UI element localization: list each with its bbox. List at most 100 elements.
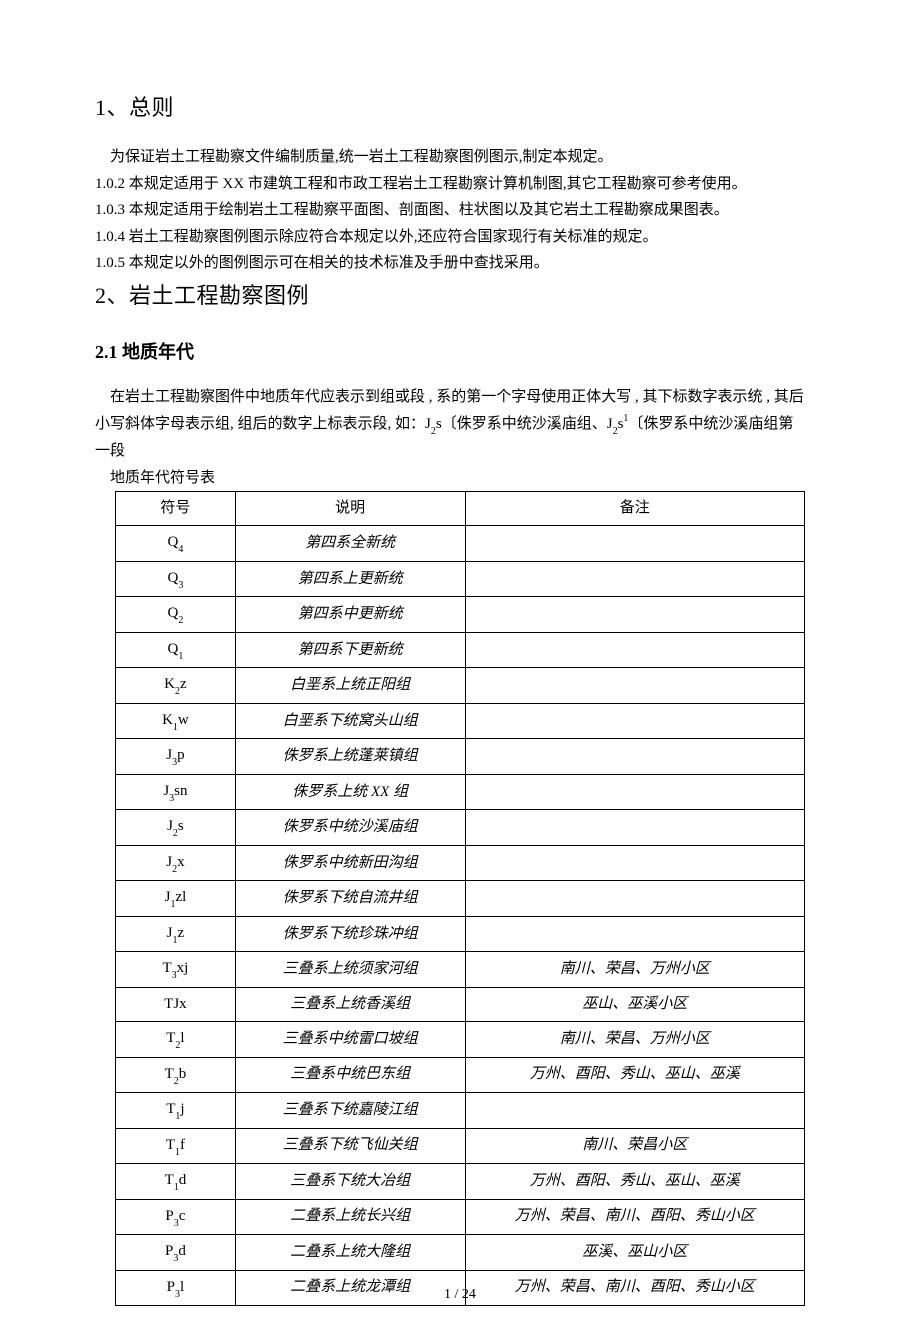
table-cell-note: 万州、酉阳、秀山、巫山、巫溪 [465, 1164, 805, 1200]
table-cell-note: 南川、荣昌、万州小区 [465, 1022, 805, 1058]
table-row: K1w白垩系下统窝头山组 [116, 703, 805, 739]
table-cell-desc: 侏罗系下统珍珠冲组 [235, 916, 465, 952]
table-cell-note [465, 916, 805, 952]
table-cell-note: 巫山、巫溪小区 [465, 987, 805, 1021]
table-cell-note [465, 1093, 805, 1129]
table-cell-symbol: Q3 [116, 561, 236, 597]
table-cell-desc: 三叠系下统大冶组 [235, 1164, 465, 1200]
table-cell-desc: 第四系中更新统 [235, 597, 465, 633]
table-cell-note: 南川、荣昌小区 [465, 1128, 805, 1164]
table-cell-symbol: P3c [116, 1199, 236, 1235]
table-header-desc: 说明 [235, 492, 465, 526]
page-footer: 1 / 24 [0, 1284, 920, 1306]
table-cell-note [465, 597, 805, 633]
text-fragment: 小写斜体字母表示组, 组后的数字上标表示段, 如： [95, 416, 425, 432]
table-cell-desc: 侏罗系下统自流井组 [235, 881, 465, 917]
paragraph-2-1-a: 在岩土工程勘察图件中地质年代应表示到组或段 , 系的第一个字母使用正体大写 , … [95, 385, 825, 411]
table-cell-note [465, 526, 805, 562]
paragraph-2-1-c: 一段 [95, 439, 825, 465]
heading-2: 2、岩土工程勘察图例 [95, 278, 825, 313]
paragraph-2-1-b: 小写斜体字母表示组, 组后的数字上标表示段, 如：J2s〔侏罗系中统沙溪庙组、J… [95, 411, 825, 438]
table-cell-symbol: TJx [116, 987, 236, 1021]
table-row: J3sn侏罗系上统 XX 组 [116, 774, 805, 810]
table-cell-desc: 白垩系下统窝头山组 [235, 703, 465, 739]
table-cell-note [465, 881, 805, 917]
rule-line: 1.0.5 本规定以外的图例图示可在相关的技术标准及手册中查找采用。 [95, 251, 825, 277]
table-cell-symbol: J1zl [116, 881, 236, 917]
table-row: J2x侏罗系中统新田沟组 [116, 845, 805, 881]
table-cell-note: 南川、荣昌、万州小区 [465, 952, 805, 988]
table-cell-desc: 第四系上更新统 [235, 561, 465, 597]
table-row: J2s侏罗系中统沙溪庙组 [116, 810, 805, 846]
rule-line: 1.0.3 本规定适用于绘制岩土工程勘察平面图、剖面图、柱状图以及其它岩土工程勘… [95, 198, 825, 224]
table-cell-note: 万州、荣昌、南川、酉阳、秀山小区 [465, 1199, 805, 1235]
table-row: T2l三叠系中统雷口坡组南川、荣昌、万州小区 [116, 1022, 805, 1058]
table-header-note: 备注 [465, 492, 805, 526]
table-row: P3c二叠系上统长兴组万州、荣昌、南川、酉阳、秀山小区 [116, 1199, 805, 1235]
table-cell-desc: 侏罗系上统 XX 组 [235, 774, 465, 810]
table-cell-desc: 侏罗系中统新田沟组 [235, 845, 465, 881]
table-cell-desc: 白垩系上统正阳组 [235, 668, 465, 704]
table-cell-symbol: T2b [116, 1057, 236, 1093]
table-cell-symbol: J1z [116, 916, 236, 952]
table-cell-symbol: Q2 [116, 597, 236, 633]
table-cell-desc: 三叠系上统香溪组 [235, 987, 465, 1021]
table-row: TJx三叠系上统香溪组巫山、巫溪小区 [116, 987, 805, 1021]
table-cell-symbol: T3xj [116, 952, 236, 988]
table-cell-desc: 三叠系中统巴东组 [235, 1057, 465, 1093]
table-cell-desc: 二叠系上统长兴组 [235, 1199, 465, 1235]
table-row: Q2第四系中更新统 [116, 597, 805, 633]
table-cell-symbol: J2x [116, 845, 236, 881]
table-row: J3p侏罗系上统蓬莱镇组 [116, 739, 805, 775]
table-cell-note: 万州、酉阳、秀山、巫山、巫溪 [465, 1057, 805, 1093]
table-cell-note [465, 668, 805, 704]
heading-1: 1、总则 [95, 90, 825, 125]
geological-age-table: 符号 说明 备注 Q4第四系全新统Q3第四系上更新统Q2第四系中更新统Q1第四系… [115, 491, 805, 1306]
table-cell-note [465, 845, 805, 881]
table-row: J1zl侏罗系下统自流井组 [116, 881, 805, 917]
table-cell-symbol: T1d [116, 1164, 236, 1200]
table-cell-desc: 三叠系上统须家河组 [235, 952, 465, 988]
table-row: Q3第四系上更新统 [116, 561, 805, 597]
table-row: P3d二叠系上统大隆组巫溪、巫山小区 [116, 1235, 805, 1271]
table-cell-symbol: J3sn [116, 774, 236, 810]
table-cell-desc: 第四系下更新统 [235, 632, 465, 668]
text-fragment: 〔侏罗系中统沙溪庙组第 [628, 416, 793, 432]
table-cell-desc: 三叠系中统雷口坡组 [235, 1022, 465, 1058]
table-cell-symbol: P3d [116, 1235, 236, 1271]
table-cell-desc: 第四系全新统 [235, 526, 465, 562]
table-row: T1f三叠系下统飞仙关组南川、荣昌小区 [116, 1128, 805, 1164]
table-cell-symbol: Q1 [116, 632, 236, 668]
table-cell-note [465, 739, 805, 775]
table-row: K2z白垩系上统正阳组 [116, 668, 805, 704]
text-fragment: 〔侏罗系中统沙溪庙组、 [442, 416, 607, 432]
table-cell-desc: 三叠系下统飞仙关组 [235, 1128, 465, 1164]
table-cell-note [465, 561, 805, 597]
rule-line: 1.0.4 岩土工程勘察图例图示除应符合本规定以外,还应符合国家现行有关标准的规… [95, 225, 825, 251]
table-caption: 地质年代符号表 [95, 466, 825, 492]
table-row: Q1第四系下更新统 [116, 632, 805, 668]
table-row: T1j三叠系下统嘉陵江组 [116, 1093, 805, 1129]
table-cell-symbol: J2s [116, 810, 236, 846]
table-row: T2b三叠系中统巴东组万州、酉阳、秀山、巫山、巫溪 [116, 1057, 805, 1093]
table-cell-note [465, 774, 805, 810]
table-cell-desc: 侏罗系中统沙溪庙组 [235, 810, 465, 846]
symbol-inline: J2s [425, 416, 442, 432]
table-cell-desc: 三叠系下统嘉陵江组 [235, 1093, 465, 1129]
table-cell-symbol: J3p [116, 739, 236, 775]
table-cell-symbol: K1w [116, 703, 236, 739]
table-cell-symbol: T1f [116, 1128, 236, 1164]
table-cell-note: 巫溪、巫山小区 [465, 1235, 805, 1271]
table-cell-symbol: T2l [116, 1022, 236, 1058]
table-row: Q4第四系全新统 [116, 526, 805, 562]
table-cell-desc: 二叠系上统大隆组 [235, 1235, 465, 1271]
table-header-symbol: 符号 [116, 492, 236, 526]
table-header-row: 符号 说明 备注 [116, 492, 805, 526]
table-row: T3xj三叠系上统须家河组南川、荣昌、万州小区 [116, 952, 805, 988]
symbol-inline: J2s1 [607, 416, 629, 432]
table-cell-note [465, 703, 805, 739]
table-cell-note [465, 632, 805, 668]
subhead-2-1: 2.1 地质年代 [95, 338, 825, 367]
document-page: 1、总则 为保证岩土工程勘察文件编制质量,统一岩土工程勘察图例图示,制定本规定。… [0, 0, 920, 1336]
table-cell-symbol: T1j [116, 1093, 236, 1129]
